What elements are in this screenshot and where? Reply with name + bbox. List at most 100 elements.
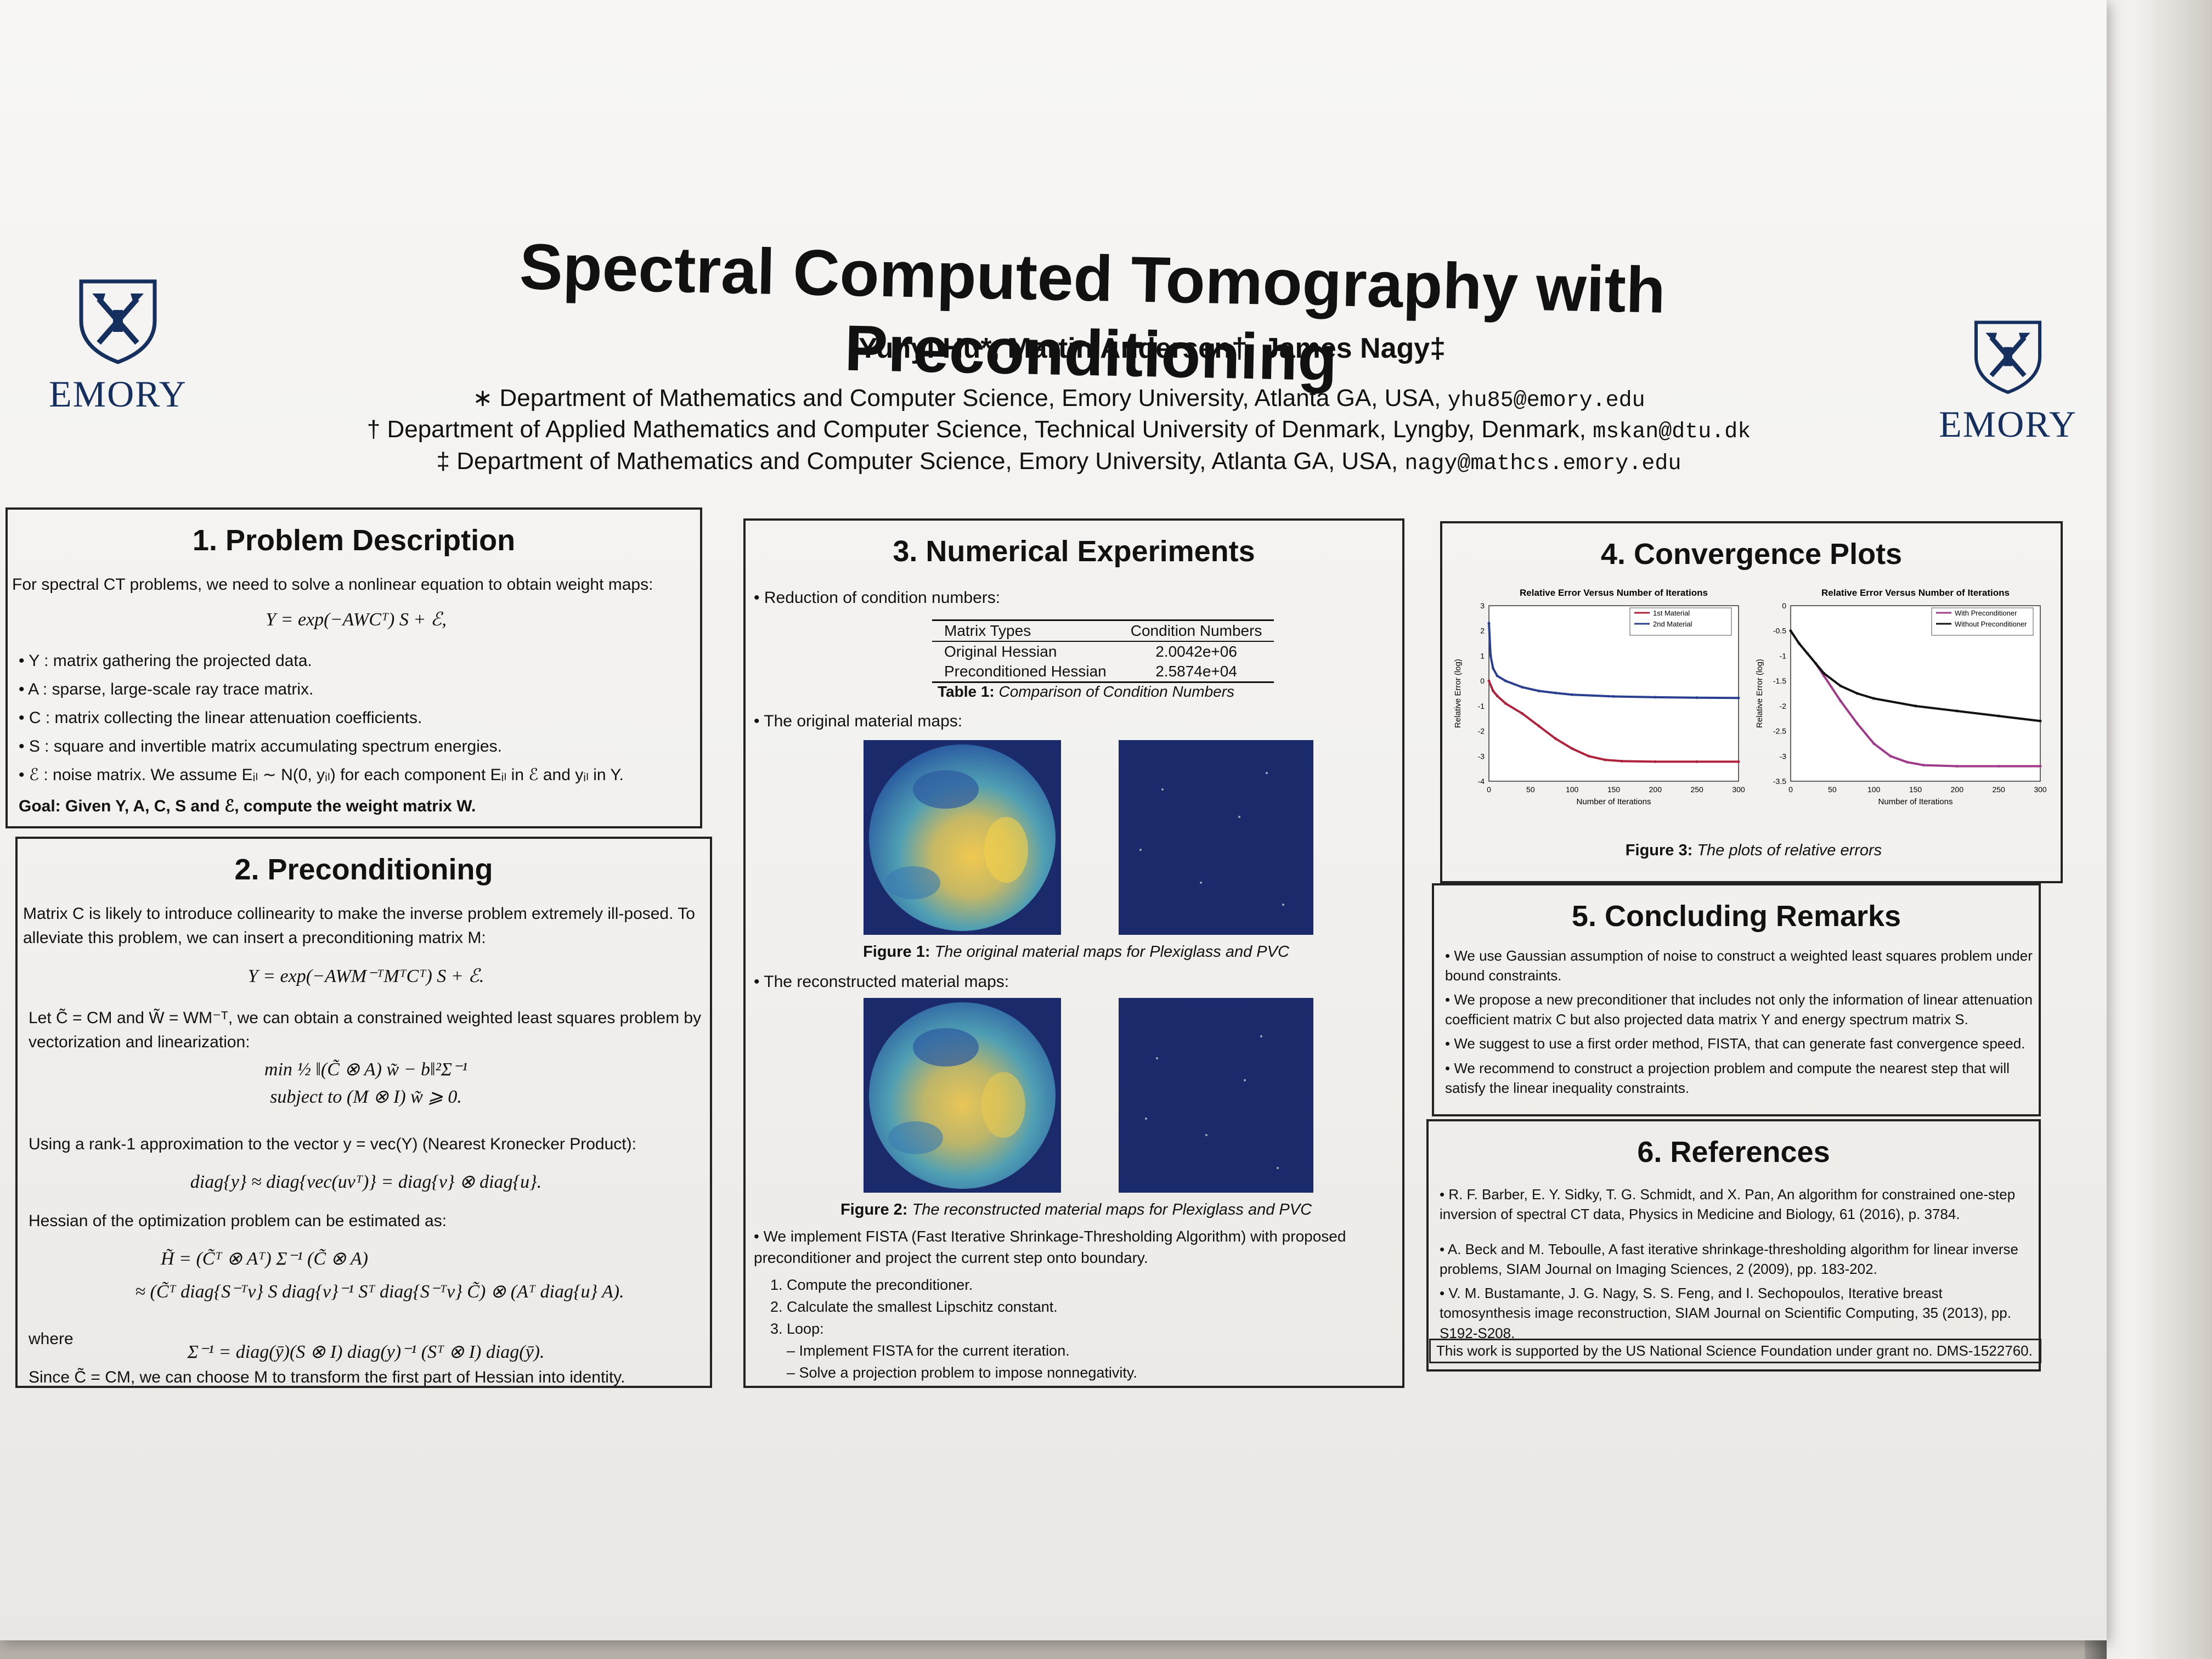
x-tick-label: 300 bbox=[1732, 785, 1745, 794]
data-point bbox=[1587, 754, 1590, 758]
convergence-chart-1: Relative Error Versus Number of Iteratio… bbox=[1453, 588, 1745, 806]
list-item: 2. Calculate the smallest Lipschitz cons… bbox=[770, 1299, 1058, 1315]
data-point bbox=[1521, 686, 1524, 689]
list-item: • ℰ : noise matrix. We assume Eᵢₗ ∼ N(0,… bbox=[19, 766, 624, 784]
x-tick-label: 100 bbox=[1566, 785, 1579, 794]
y-axis-label: Relative Error (log) bbox=[1453, 659, 1463, 728]
panel-heading: 2. Preconditioning bbox=[234, 853, 493, 886]
x-tick-label: 250 bbox=[1690, 785, 1703, 794]
legend-entry: 1st Material bbox=[1653, 609, 1690, 617]
data-point bbox=[1955, 709, 1959, 713]
data-point bbox=[1737, 760, 1740, 763]
data-point bbox=[1839, 699, 1842, 703]
chart-title: Relative Error Versus Number of Iteratio… bbox=[1520, 588, 1708, 598]
panel-heading: 5. Concluding Remarks bbox=[1571, 900, 1901, 933]
series-line bbox=[1488, 680, 1739, 763]
list-item: • The reconstructed material maps: bbox=[754, 973, 1009, 991]
data-point bbox=[1571, 693, 1574, 696]
hessian-text: Hessian of the optimization problem can … bbox=[29, 1212, 447, 1230]
legend-box bbox=[1629, 607, 1732, 636]
list-item: – Implement FISTA for the current iterat… bbox=[787, 1342, 1070, 1359]
panel-heading: 3. Numerical Experiments bbox=[893, 535, 1255, 568]
affiliation-text: ‡ Department of Mathematics and Computer… bbox=[436, 448, 1398, 475]
data-point bbox=[1487, 679, 1491, 682]
diag-equation: diag{y} ≈ diag{vec(uvᵀ)} = diag{v} ⊗ dia… bbox=[190, 1172, 542, 1192]
affiliation-email: yhu85@emory.edu bbox=[1447, 388, 1645, 413]
data-point bbox=[1621, 759, 1624, 763]
y-tick-label: -2.5 bbox=[1773, 727, 1786, 736]
data-point bbox=[1805, 652, 1809, 655]
x-tick-label: 150 bbox=[1607, 785, 1621, 794]
concluding-remarks-panel: 5. Concluding Remarks • We use Gaussian … bbox=[1432, 883, 2041, 1116]
data-point bbox=[1554, 737, 1557, 740]
preconditioning-panel: 2. Preconditioning Matrix C is likely to… bbox=[15, 837, 712, 1388]
hessian-equation-2: ≈ (C̃ᵀ diag{S⁻ᵀv} S diag{v}⁻¹ Sᵀ diag{S⁻… bbox=[135, 1282, 624, 1302]
y-tick-label: 1 bbox=[1480, 651, 1485, 660]
emory-wordmark: EMORY bbox=[49, 373, 187, 415]
data-point bbox=[2039, 719, 2042, 723]
y-tick-label: -3 bbox=[1478, 752, 1485, 760]
poster-authors: Yunyi Hu*, Martin Andersen†, James Nagy‡ bbox=[858, 332, 1446, 364]
caption-text: The plots of relative errors bbox=[1697, 842, 1882, 859]
condition-table-wrap: Matrix Types Condition Numbers Original … bbox=[932, 619, 1274, 701]
preconditioning-intro: Matrix C is likely to introduce collinea… bbox=[23, 905, 695, 947]
condition-table: Matrix Types Condition Numbers Original … bbox=[932, 619, 1274, 683]
list-item: – Solve a projection problem to impose n… bbox=[787, 1364, 1137, 1381]
affiliation-1: ∗ Department of Mathematics and Computer… bbox=[291, 384, 1827, 413]
material-map-pvc bbox=[1119, 740, 1313, 935]
panel-heading: 6. References bbox=[1637, 1136, 1830, 1169]
preconditioning-closing: Since C̃ = CM, we can choose M to transf… bbox=[29, 1368, 625, 1386]
chart-title: Relative Error Versus Number of Iteratio… bbox=[1821, 588, 2010, 598]
list-item: • We use Gaussian assumption of noise to… bbox=[1445, 947, 2033, 984]
problem-equation: Y = exp(−AWCᵀ) S + ℰ, bbox=[266, 610, 447, 630]
caption-label: Figure 1: bbox=[863, 943, 930, 961]
x-axis-label: Number of Iterations bbox=[1878, 797, 1953, 806]
x-tick-label: 50 bbox=[1828, 785, 1837, 794]
data-point bbox=[1489, 654, 1492, 657]
y-tick-label: -4 bbox=[1478, 777, 1485, 786]
x-tick-label: 0 bbox=[1788, 785, 1793, 794]
table-cell: 2.0042e+06 bbox=[1155, 643, 1237, 660]
where-label: where bbox=[29, 1330, 74, 1348]
data-point bbox=[1537, 724, 1541, 727]
references-panel: 6. References • R. F. Barber, E. Y. Sidk… bbox=[1426, 1119, 2041, 1372]
sigma-equation: Σ⁻¹ = diag(ȳ)(S ⊗ I) diag(y)⁻¹ (Sᵀ ⊗ I) … bbox=[187, 1342, 545, 1362]
data-point bbox=[1997, 765, 2000, 768]
reconstructed-map-pvc bbox=[1119, 998, 1313, 1193]
data-point bbox=[1604, 758, 1607, 761]
x-tick-label: 150 bbox=[1909, 785, 1922, 794]
list-item: • A : sparse, large-scale ray trace matr… bbox=[19, 680, 314, 698]
data-point bbox=[1504, 679, 1507, 682]
affiliation-email: mskan@dtu.dk bbox=[1593, 420, 1751, 444]
legend-entry: 2nd Material bbox=[1653, 620, 1692, 628]
list-item: • Reduction of condition numbers: bbox=[754, 589, 1001, 607]
data-point bbox=[1695, 696, 1699, 699]
y-tick-label: -3 bbox=[1780, 752, 1787, 760]
data-point bbox=[1814, 662, 1817, 665]
figure-1-caption: Figure 1: The original material maps for… bbox=[746, 943, 1407, 961]
data-point bbox=[1997, 714, 2000, 718]
constraint: subject to (M ⊗ I) w̃ ⩾ 0. bbox=[270, 1087, 462, 1107]
caption-text: The original material maps for Plexiglas… bbox=[934, 943, 1289, 961]
data-point bbox=[1695, 760, 1699, 763]
data-point bbox=[1855, 722, 1859, 725]
series-line bbox=[1790, 630, 2041, 723]
data-point bbox=[1554, 691, 1557, 695]
emory-logo-left: EMORY bbox=[38, 277, 198, 416]
x-tick-label: 300 bbox=[2034, 785, 2047, 794]
x-axis-label: Number of Iterations bbox=[1577, 797, 1651, 806]
list-item: • Y : matrix gathering the projected dat… bbox=[19, 652, 312, 670]
affiliation-text: ∗ Department of Mathematics and Computer… bbox=[472, 385, 1441, 411]
table-row: Preconditioned Hessian 2.5874e+04 bbox=[932, 662, 1274, 683]
hessian-equation-1: H̃ = (C̃ᵀ ⊗ Aᵀ) Σ⁻¹ (C̃ ⊗ A) bbox=[160, 1249, 369, 1269]
data-point bbox=[1905, 760, 1909, 764]
table-caption: Table 1: Comparison of Condition Numbers bbox=[938, 683, 1274, 701]
list-item: • We suggest to use a first order method… bbox=[1445, 1035, 2025, 1052]
caption-text: Comparison of Condition Numbers bbox=[998, 683, 1235, 700]
y-tick-label: 2 bbox=[1480, 627, 1485, 635]
caption-text: The reconstructed material maps for Plex… bbox=[912, 1201, 1312, 1218]
y-tick-label: -1 bbox=[1478, 702, 1485, 710]
table-header-row: Matrix Types Condition Numbers bbox=[932, 619, 1274, 642]
reference-item: • A. Beck and M. Teboulle, A fast iterat… bbox=[1440, 1241, 2018, 1278]
funding-note: This work is supported by the US Nationa… bbox=[1429, 1339, 2041, 1363]
